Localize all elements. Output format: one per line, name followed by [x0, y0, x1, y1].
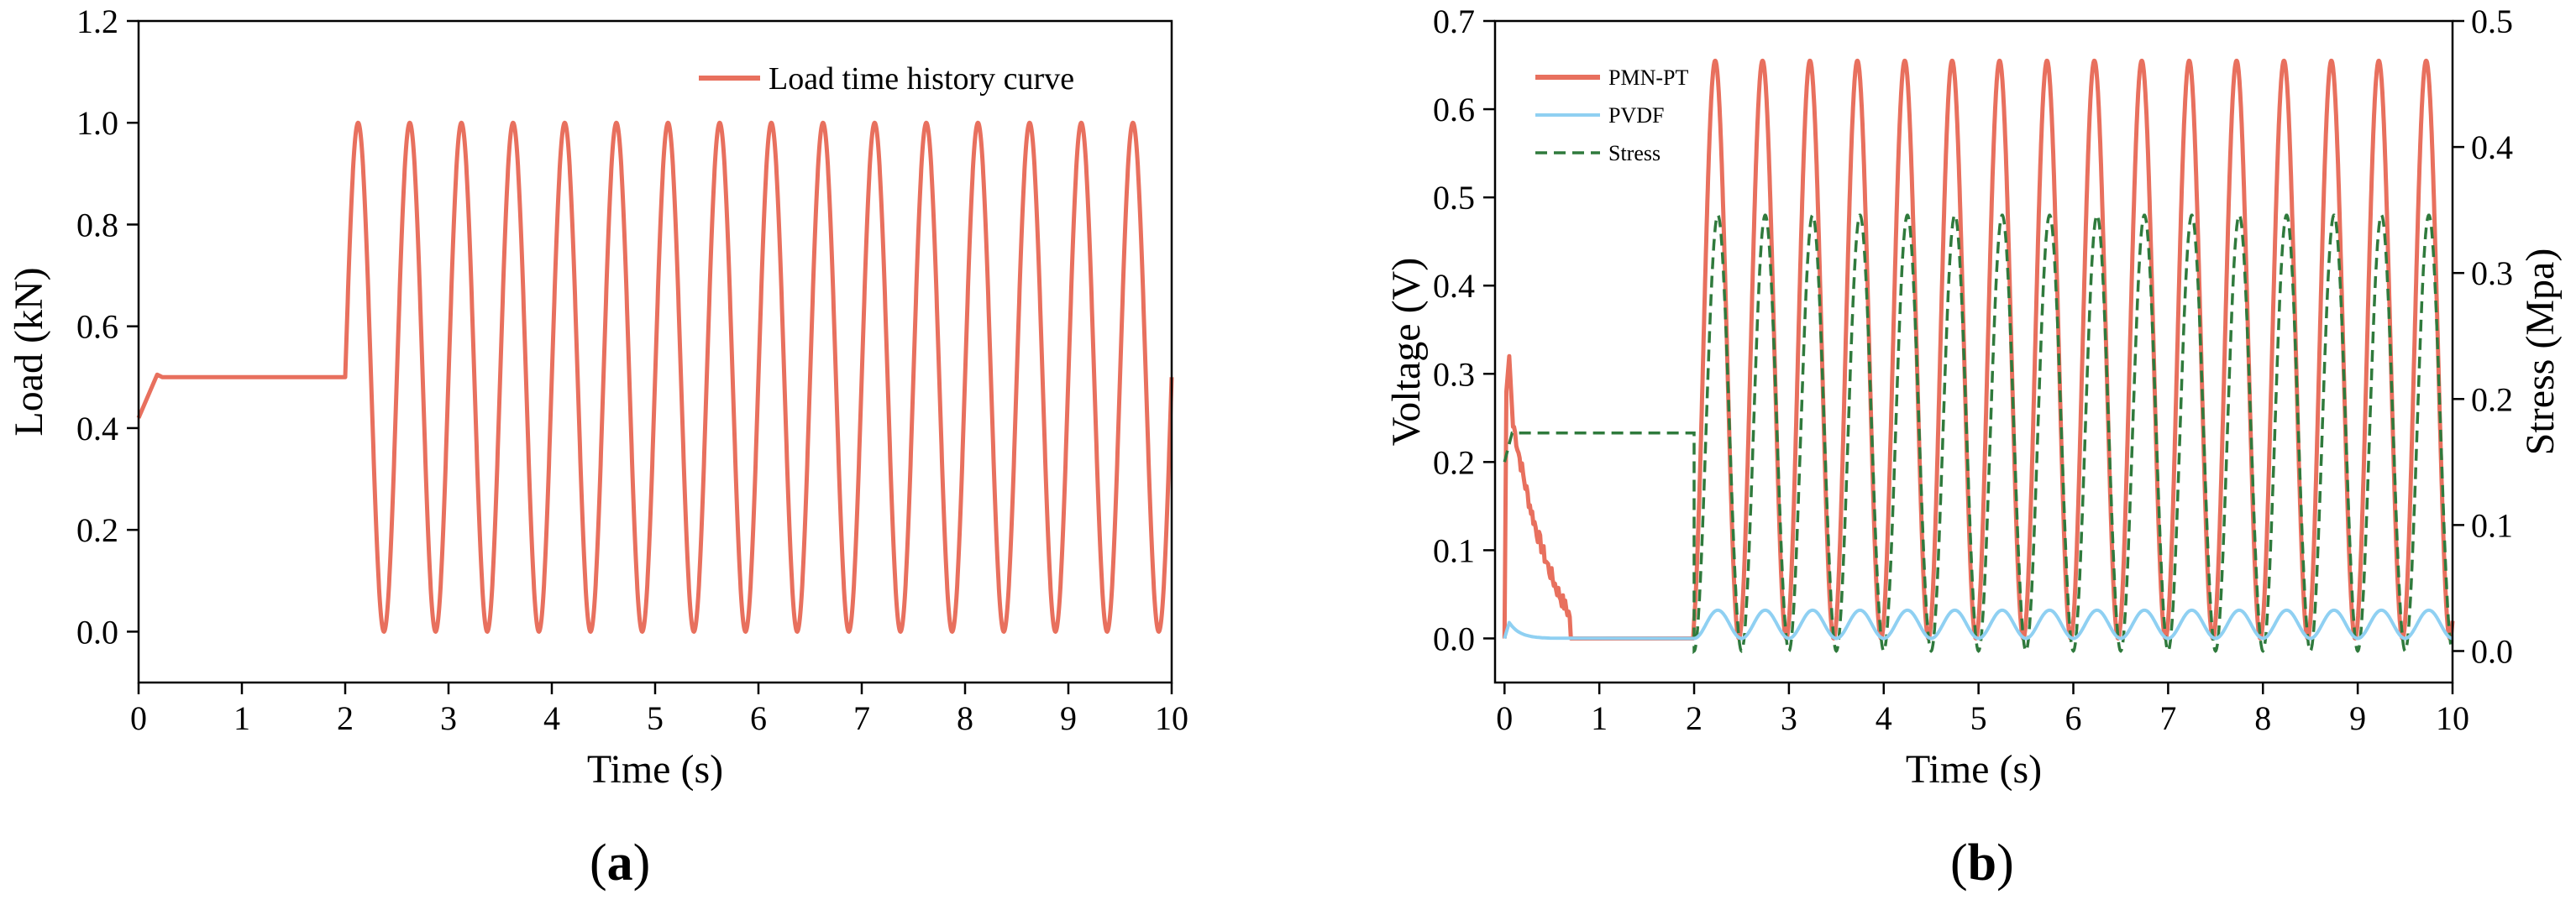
b-y2-ticks: 0.0 0.1 0.2 0.3 0.4 0.5 — [2453, 3, 2513, 670]
b-y-tick-label: 0.6 — [1433, 91, 1475, 128]
b-y-tick-label: 0.3 — [1433, 355, 1475, 393]
b-y-tick-label: 0.2 — [1433, 443, 1475, 481]
a-y-tick-label: 0.2 — [76, 511, 118, 549]
b-panel-label: (b) — [1950, 834, 2014, 892]
a-x-tick-label: 2 — [337, 699, 354, 737]
b-x-tick-label: 6 — [2065, 699, 2082, 737]
a-y-tick-label: 0.6 — [76, 308, 118, 346]
b-y-tick-label: 0.0 — [1433, 620, 1475, 657]
a-legend: Load time history curve — [699, 61, 1074, 97]
b-x-tick-label: 5 — [1970, 699, 1987, 737]
a-x-tick-label: 10 — [1155, 699, 1188, 737]
b-y2-axis-label: Stress (Mpa) — [2518, 248, 2563, 456]
panel-a: 0 1 2 3 4 5 6 7 8 9 10 0.0 0.2 0.4 0.6 0.8 1.0 1.2 Time … — [7, 3, 1188, 892]
a-series-layer — [136, 120, 1174, 634]
b-y2-tick-label: 0.3 — [2471, 254, 2513, 292]
b-series-layer — [1502, 58, 2455, 655]
b-y2-tick-label: 0.0 — [2471, 632, 2513, 670]
b-legend: PMN-PT PVDF Stress — [1535, 65, 1688, 165]
a-panel-letter: a — [607, 834, 633, 892]
b-y2-tick-label: 0.4 — [2471, 128, 2513, 166]
b-y-tick-label: 0.5 — [1433, 179, 1475, 217]
a-y-tick-label: 0.4 — [76, 410, 118, 447]
b-x-tick-label: 0 — [1496, 699, 1513, 737]
b-y2-tick-label: 0.5 — [2471, 3, 2513, 40]
a-x-tick-label: 0 — [130, 699, 147, 737]
b-x-tick-label: 7 — [2159, 699, 2176, 737]
a-series-load-line — [136, 120, 1174, 634]
b-x-tick-label: 4 — [1876, 699, 1892, 737]
b-x-tick-label: 1 — [1591, 699, 1608, 737]
b-y2-tick-label: 0.2 — [2471, 380, 2513, 418]
a-y-tick-label: 0.8 — [76, 206, 118, 243]
b-y2-tick-label: 0.1 — [2471, 506, 2513, 544]
a-y-tick-label: 0.0 — [76, 613, 118, 651]
a-x-tick-label: 3 — [440, 699, 457, 737]
b-legend-label-pmnpt: PMN-PT — [1608, 65, 1688, 90]
b-x-tick-label: 9 — [2349, 699, 2366, 737]
b-x-tick-label: 3 — [1781, 699, 1797, 737]
b-series-pvdf-line — [1503, 608, 2454, 641]
a-x-axis-label: Time (s) — [587, 747, 723, 792]
b-y-tick-label: 0.4 — [1433, 267, 1475, 305]
b-x-ticks: 0 1 2 3 4 5 6 7 8 9 10 — [1496, 683, 2469, 737]
b-series-stress-line — [1503, 213, 2454, 655]
b-x-tick-label: 2 — [1686, 699, 1702, 737]
a-y-tick-label: 1.0 — [76, 104, 118, 142]
a-x-tick-label: 9 — [1060, 699, 1077, 737]
b-y-ticks: 0.0 0.1 0.2 0.3 0.4 0.5 0.6 0.7 — [1433, 3, 1495, 657]
panel-b: 0 1 2 3 4 5 6 7 8 9 10 0.0 0.1 0.2 0.3 0.4 0.5 0.6 0.7 0.… — [1384, 3, 2563, 892]
b-x-axis-label: Time (s) — [1906, 747, 2042, 792]
a-y-tick-label: 1.2 — [76, 3, 118, 40]
b-plot-frame — [1493, 19, 2454, 684]
a-x-tick-label: 1 — [233, 699, 250, 737]
b-y-tick-label: 0.7 — [1433, 3, 1475, 40]
b-panel-letter: b — [1968, 834, 1996, 892]
a-y-axis-label: Load (kN) — [7, 267, 51, 436]
b-y-axis-label: Voltage (V) — [1384, 258, 1429, 446]
b-legend-label-pvdf: PVDF — [1608, 103, 1664, 128]
a-x-tick-label: 7 — [853, 699, 870, 737]
b-y-tick-label: 0.1 — [1433, 531, 1475, 569]
a-x-tick-label: 8 — [957, 699, 973, 737]
a-legend-label-load: Load time history curve — [769, 61, 1074, 97]
b-legend-label-stress: Stress — [1608, 141, 1660, 165]
a-panel-label: (a) — [590, 834, 650, 892]
b-x-tick-label: 8 — [2254, 699, 2271, 737]
a-x-tick-label: 5 — [647, 699, 664, 737]
a-x-ticks: 0 1 2 3 4 5 6 7 8 9 10 — [130, 683, 1188, 737]
a-x-tick-label: 4 — [543, 699, 560, 737]
b-x-tick-label: 10 — [2436, 699, 2469, 737]
a-x-tick-label: 6 — [750, 699, 767, 737]
a-y-ticks: 0.0 0.2 0.4 0.6 0.8 1.0 1.2 — [76, 3, 139, 651]
